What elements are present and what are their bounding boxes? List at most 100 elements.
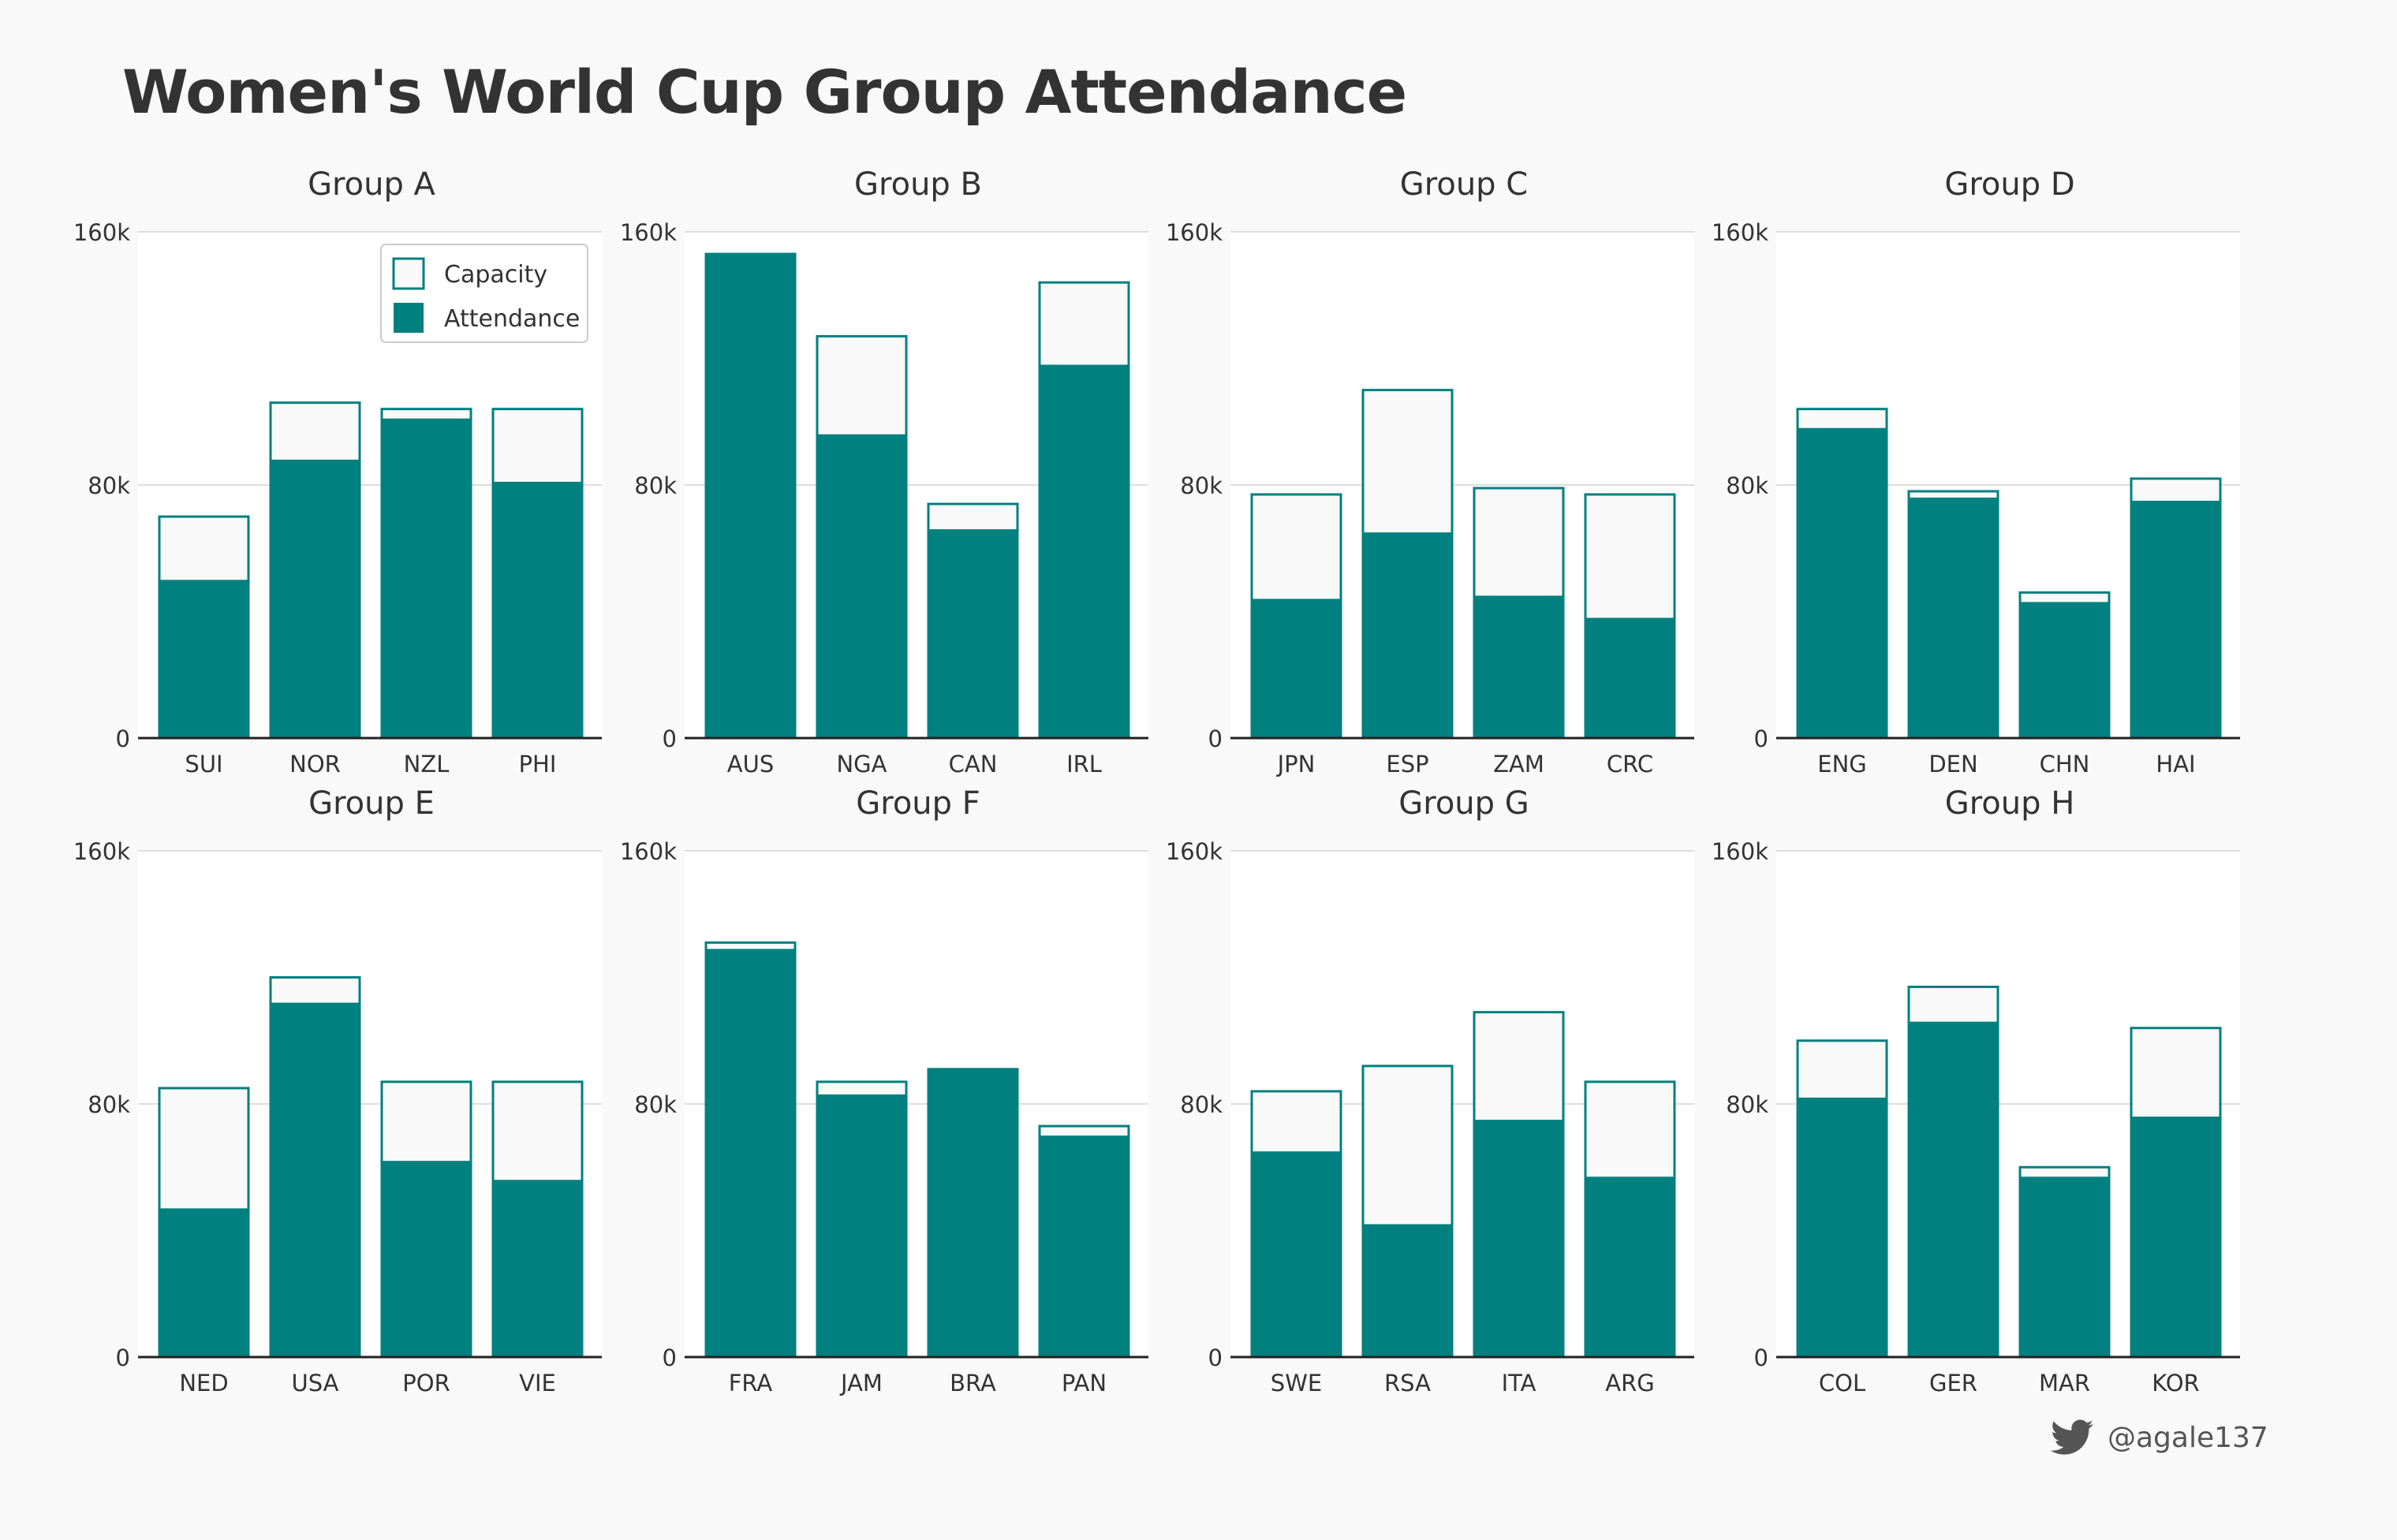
- attendance-bar: [1798, 427, 1887, 738]
- x-tick-label: PAN: [1062, 1370, 1107, 1396]
- x-tick-label: CAN: [949, 751, 998, 777]
- y-tick-label: 160k: [620, 838, 677, 865]
- legend-label-capacity: Capacity: [444, 261, 547, 289]
- panel-title: Group F: [856, 785, 980, 822]
- credit-handle: @agale137: [2108, 1421, 2268, 1454]
- panel-group-e: 0 80k 160k Group E NED USA POR VIE: [73, 785, 602, 1396]
- panel-group-b: 0 80k 160k Group B AUS NGA CAN IRL: [620, 166, 1148, 777]
- x-tick-label: GER: [1929, 1370, 1977, 1396]
- x-tick-label: CHN: [2040, 751, 2090, 777]
- x-tick-label: NGA: [836, 751, 887, 777]
- attendance-bar: [817, 434, 906, 738]
- y-tick-label: 80k: [1726, 1091, 1768, 1118]
- x-tick-label: NZL: [404, 751, 450, 777]
- attendance-bar: [1474, 595, 1563, 738]
- panel-title: Group H: [1945, 785, 2075, 822]
- y-tick-label: 0: [1754, 725, 1768, 752]
- attendance-bar: [1909, 498, 1998, 738]
- attendance-bar: [2020, 602, 2109, 738]
- x-tick-label: POR: [402, 1370, 450, 1396]
- attendance-bar: [706, 949, 795, 1357]
- x-tick-label: CRC: [1607, 751, 1653, 777]
- attendance-bar: [1585, 617, 1675, 738]
- panel-group-a: 0 80k 160k Group A SUI NOR NZL PHI Capacity Atten…: [73, 166, 602, 777]
- y-tick-label: 160k: [73, 219, 130, 246]
- attendance-bar: [928, 529, 1017, 738]
- y-tick-label: 80k: [634, 1091, 677, 1118]
- x-tick-label: IRL: [1066, 751, 1102, 777]
- y-tick-label: 160k: [1166, 838, 1223, 865]
- y-tick-label: 0: [663, 1344, 677, 1371]
- attendance-bar: [928, 1068, 1017, 1357]
- x-tick-label: BRA: [950, 1370, 996, 1396]
- attendance-bar: [271, 459, 360, 738]
- chart-title: Women's World Cup Group Attendance: [122, 57, 1407, 127]
- y-tick-label: 160k: [620, 219, 677, 246]
- panel-group-g: 0 80k 160k Group G SWE RSA ITA ARG: [1166, 785, 1694, 1396]
- attendance-bar: [1040, 1135, 1129, 1357]
- x-tick-label: COL: [1819, 1370, 1865, 1396]
- legend-swatch-capacity: [392, 257, 425, 290]
- panel-title: Group B: [854, 166, 982, 203]
- x-tick-label: KOR: [2152, 1370, 2199, 1396]
- panel-group-d: 0 80k 160k Group D ENG DEN CHN HAI: [1712, 166, 2240, 777]
- panel-title: Group E: [308, 785, 435, 822]
- y-tick-label: 160k: [1712, 838, 1768, 865]
- attendance-bar: [493, 1180, 582, 1357]
- panel-title: Group C: [1400, 166, 1528, 203]
- x-tick-label: ITA: [1502, 1370, 1536, 1396]
- attendance-bar: [159, 580, 248, 738]
- x-tick-label: ARG: [1605, 1370, 1654, 1396]
- twitter-icon: [2051, 1419, 2093, 1455]
- credit: @agale137: [2051, 1419, 2268, 1456]
- attendance-bar: [2131, 501, 2220, 738]
- attendance-bar: [1585, 1176, 1675, 1357]
- panel-title: Group D: [1944, 166, 2074, 203]
- y-tick-label: 160k: [1712, 219, 1768, 246]
- attendance-bar: [382, 418, 471, 738]
- x-tick-label: PHI: [519, 751, 557, 777]
- y-tick-label: 80k: [1180, 1091, 1223, 1118]
- attendance-bar: [271, 1002, 360, 1357]
- attendance-bar: [817, 1094, 906, 1357]
- attendance-bar: [1474, 1120, 1563, 1357]
- attendance-bar: [1798, 1097, 1887, 1357]
- x-tick-label: NED: [179, 1370, 228, 1396]
- attendance-bar: [159, 1208, 248, 1357]
- x-tick-label: JPN: [1276, 751, 1316, 777]
- legend-label-attendance: Attendance: [444, 305, 580, 333]
- x-tick-label: ESP: [1386, 751, 1428, 777]
- x-tick-label: ZAM: [1493, 751, 1544, 777]
- x-tick-label: AUS: [727, 751, 774, 777]
- panel-group-c: 0 80k 160k Group C JPN ESP ZAM CRC: [1166, 166, 1694, 777]
- attendance-bar: [2131, 1117, 2220, 1357]
- panel-title: Group A: [308, 166, 435, 203]
- attendance-bar: [706, 254, 795, 738]
- y-tick-label: 0: [1754, 1344, 1768, 1371]
- legend: Capacity Attendance: [380, 244, 588, 343]
- x-tick-label: DEN: [1928, 751, 1977, 777]
- attendance-bar: [1363, 532, 1452, 738]
- attendance-bar: [1909, 1021, 1998, 1357]
- panel-group-h: 0 80k 160k Group H COL GER MAR KOR: [1712, 785, 2240, 1396]
- legend-box: [380, 244, 588, 343]
- attendance-bar: [382, 1161, 471, 1357]
- y-tick-label: 80k: [88, 1091, 130, 1118]
- x-tick-label: NOR: [289, 751, 341, 777]
- x-tick-label: VIE: [519, 1370, 556, 1396]
- attendance-bar: [1363, 1224, 1452, 1357]
- y-tick-label: 0: [1208, 725, 1223, 752]
- x-tick-label: SUI: [185, 751, 222, 777]
- attendance-bar: [1252, 598, 1341, 738]
- attendance-bar: [493, 481, 582, 738]
- panel-group-f: 0 80k 160k Group F FRA JAM BRA PAN: [620, 785, 1148, 1396]
- x-tick-label: SWE: [1271, 1370, 1322, 1396]
- attendance-bar: [1252, 1151, 1341, 1357]
- y-tick-label: 80k: [88, 472, 130, 499]
- y-tick-label: 160k: [1166, 219, 1223, 246]
- x-tick-label: ENG: [1817, 751, 1867, 777]
- y-tick-label: 0: [1208, 1344, 1223, 1371]
- y-tick-label: 0: [663, 725, 677, 752]
- attendance-bar: [2020, 1176, 2109, 1357]
- y-tick-label: 80k: [1180, 472, 1223, 499]
